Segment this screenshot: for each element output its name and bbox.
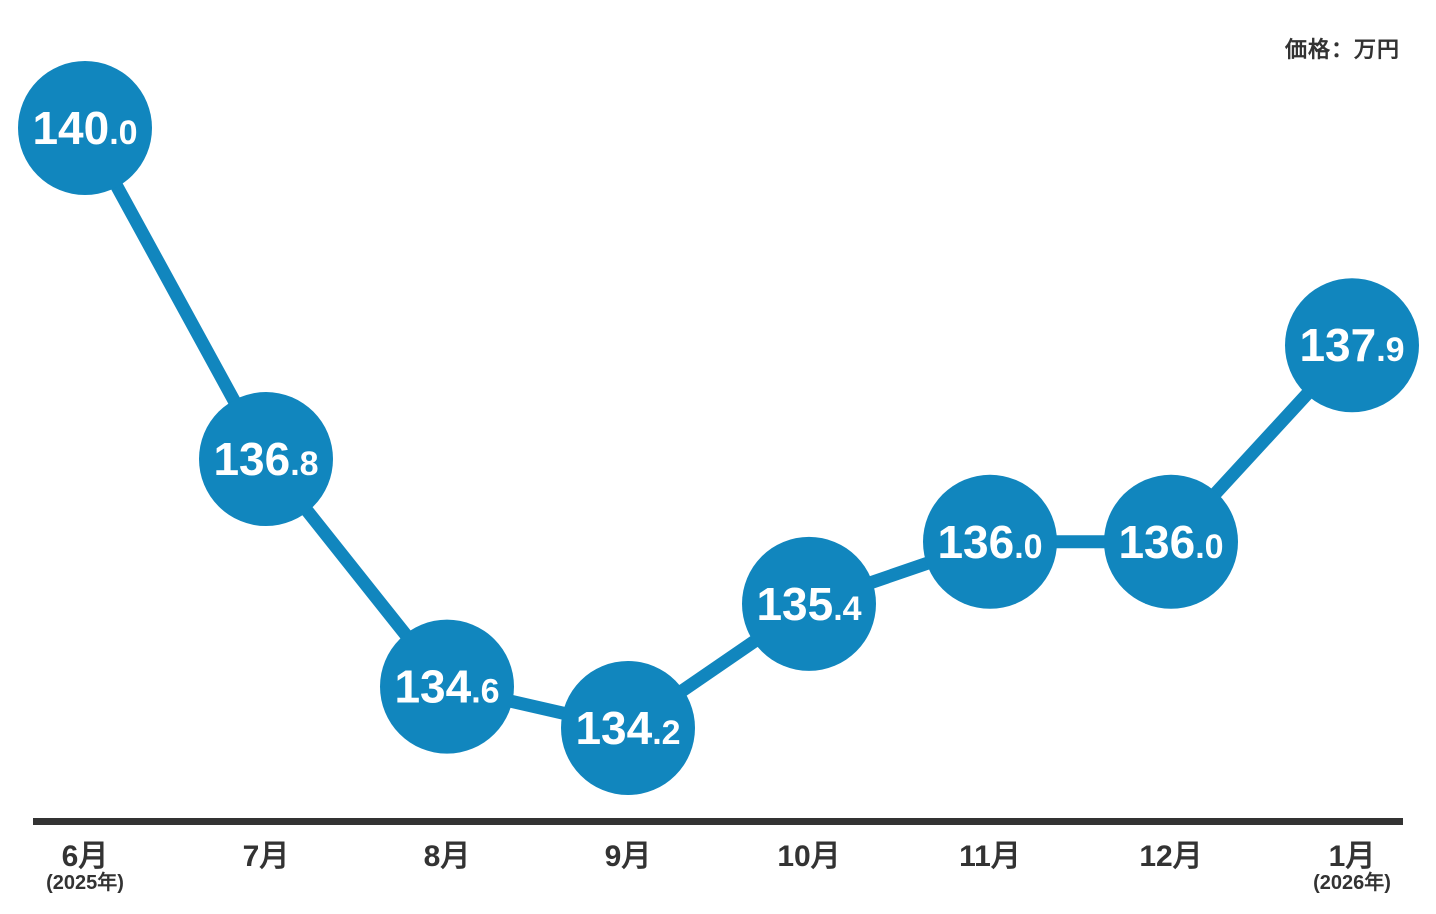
data-point-value: 134.2 — [575, 702, 680, 754]
x-axis-tick-label: 8月 — [423, 840, 471, 873]
x-axis-tick-label: 9月 — [604, 840, 652, 873]
x-axis-tick-label: 11月 — [959, 840, 1021, 873]
data-point-value: 137.9 — [1299, 319, 1404, 371]
x-axis-tick-label: 12月 — [1139, 840, 1203, 873]
data-point-marker — [561, 661, 695, 795]
data-point-value: 136.0 — [1118, 516, 1223, 568]
x-axis-line — [33, 818, 1403, 825]
unit-label: 価格：万円 — [1284, 37, 1400, 62]
data-point-value: 136.0 — [937, 516, 1042, 568]
x-axis-tick-label: 10月 — [777, 840, 841, 873]
data-point-value: 134.6 — [394, 661, 499, 713]
x-axis-year-label: (2025年) — [46, 872, 124, 894]
data-point-marker — [18, 61, 152, 195]
data-point-value: 140.0 — [32, 102, 137, 154]
data-point-marker — [199, 392, 333, 527]
data-point-marker — [923, 474, 1057, 609]
data-point-marker — [742, 536, 876, 671]
data-point-marker — [380, 619, 514, 754]
data-point-marker — [1285, 278, 1419, 413]
x-axis-tick-label: 7月 — [242, 840, 290, 873]
data-point-value: 136.8 — [213, 433, 318, 485]
x-axis-year-label: (2026年) — [1313, 872, 1391, 894]
x-axis-tick-label: 6月 — [61, 840, 109, 873]
data-point-marker — [1104, 474, 1238, 609]
data-point-value: 135.4 — [756, 578, 861, 630]
x-axis-tick-label: 1月 — [1328, 840, 1376, 873]
